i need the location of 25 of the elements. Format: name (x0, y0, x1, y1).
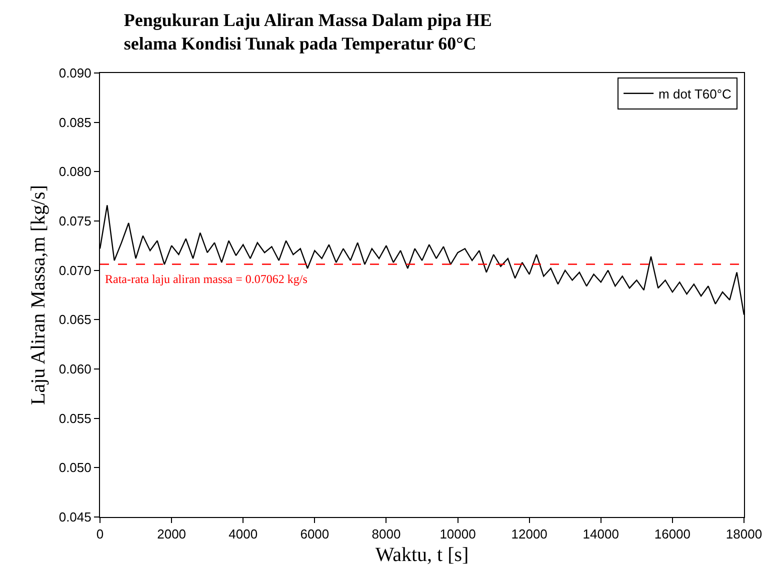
chart-title: Pengukuran Laju Aliran Massa Dalam pipa HE selama Kondisi Tunak pada Temperatur 60°C (124, 10, 492, 54)
y-tick-label: 0.045 (58, 510, 92, 525)
y-tick-label: 0.090 (58, 66, 92, 81)
x-tick-label: 12000 (511, 526, 548, 542)
x-tick-label: 2000 (157, 526, 186, 542)
y-tick-label: 0.060 (58, 362, 92, 377)
y-axis-title: Laju Aliran Massa,m [kg/s] (27, 185, 50, 405)
y-tick-label: 0.050 (58, 460, 92, 476)
ref-line-label: Rata-rata laju aliran massa = 0.07062 kg/s (105, 272, 308, 286)
x-tick-label: 10000 (440, 526, 476, 542)
x-tick-label: 16000 (654, 526, 691, 542)
x-tick-label: 4000 (228, 526, 258, 542)
y-tick-label: 0.065 (58, 312, 92, 328)
y-tick-label: 0.055 (58, 410, 92, 426)
y-tick-label: 0.075 (58, 214, 92, 229)
y-tick-label: 0.070 (58, 262, 92, 278)
x-tick-label: 8000 (372, 526, 401, 542)
x-tick-label: 0 (96, 526, 104, 542)
legend-label: m dot T60°C (658, 86, 732, 102)
x-tick-label: 18000 (726, 526, 762, 542)
x-tick-label: 14000 (582, 526, 619, 542)
x-axis-title: Waktu, t [s] (375, 544, 469, 566)
x-tick-label: 6000 (300, 526, 330, 542)
y-tick-label: 0.085 (58, 114, 92, 130)
y-tick-label: 0.080 (58, 164, 92, 180)
